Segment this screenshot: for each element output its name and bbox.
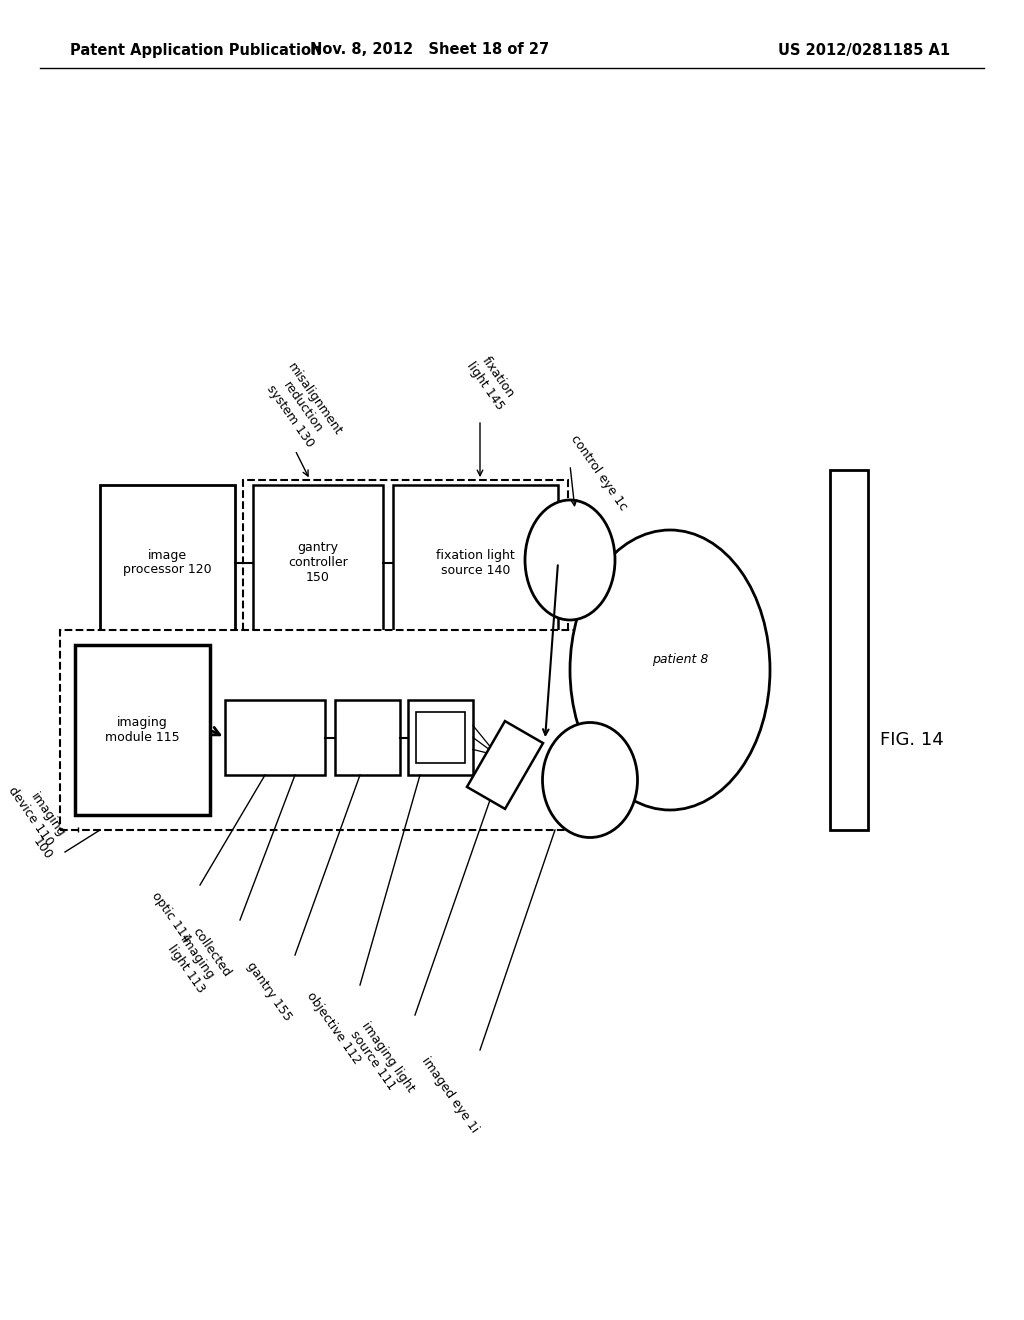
Bar xyxy=(253,484,383,640)
Bar xyxy=(225,700,325,775)
Bar xyxy=(408,700,473,775)
Text: fixation
light 145: fixation light 145 xyxy=(464,351,519,413)
Text: optic 114: optic 114 xyxy=(150,890,194,945)
Text: patient 8: patient 8 xyxy=(652,653,709,667)
Bar xyxy=(416,711,465,763)
Text: US 2012/0281185 A1: US 2012/0281185 A1 xyxy=(778,42,950,58)
Polygon shape xyxy=(467,721,543,809)
Bar xyxy=(75,645,210,814)
Text: gantry 155: gantry 155 xyxy=(245,960,295,1024)
Text: Patent Application Publication: Patent Application Publication xyxy=(70,42,322,58)
Text: image
processor 120: image processor 120 xyxy=(123,549,212,577)
Text: imaging
device 110: imaging device 110 xyxy=(5,775,68,847)
Bar xyxy=(243,480,568,671)
Text: collected
imaging
light 113: collected imaging light 113 xyxy=(165,925,232,997)
Text: imaged eye 1i: imaged eye 1i xyxy=(420,1055,481,1135)
Bar xyxy=(335,700,400,775)
Ellipse shape xyxy=(570,531,770,810)
Ellipse shape xyxy=(525,500,615,620)
Ellipse shape xyxy=(543,722,638,837)
Bar xyxy=(393,484,558,640)
Text: imaging
module 115: imaging module 115 xyxy=(105,715,180,744)
Bar xyxy=(100,484,234,640)
Text: Nov. 8, 2012   Sheet 18 of 27: Nov. 8, 2012 Sheet 18 of 27 xyxy=(310,42,550,58)
Text: fixation light
source 140: fixation light source 140 xyxy=(436,549,515,577)
Text: control eye 1c: control eye 1c xyxy=(568,433,630,513)
Text: objective 112: objective 112 xyxy=(304,990,364,1067)
Bar xyxy=(60,630,590,830)
Bar xyxy=(830,470,868,830)
Text: 100: 100 xyxy=(31,836,55,862)
Text: misalignment
reduction
system 130: misalignment reduction system 130 xyxy=(260,360,345,455)
Text: imaging light
source 111: imaging light source 111 xyxy=(347,1020,418,1104)
Text: gantry
controller
150: gantry controller 150 xyxy=(288,541,348,583)
Text: FIG. 14: FIG. 14 xyxy=(880,731,944,748)
